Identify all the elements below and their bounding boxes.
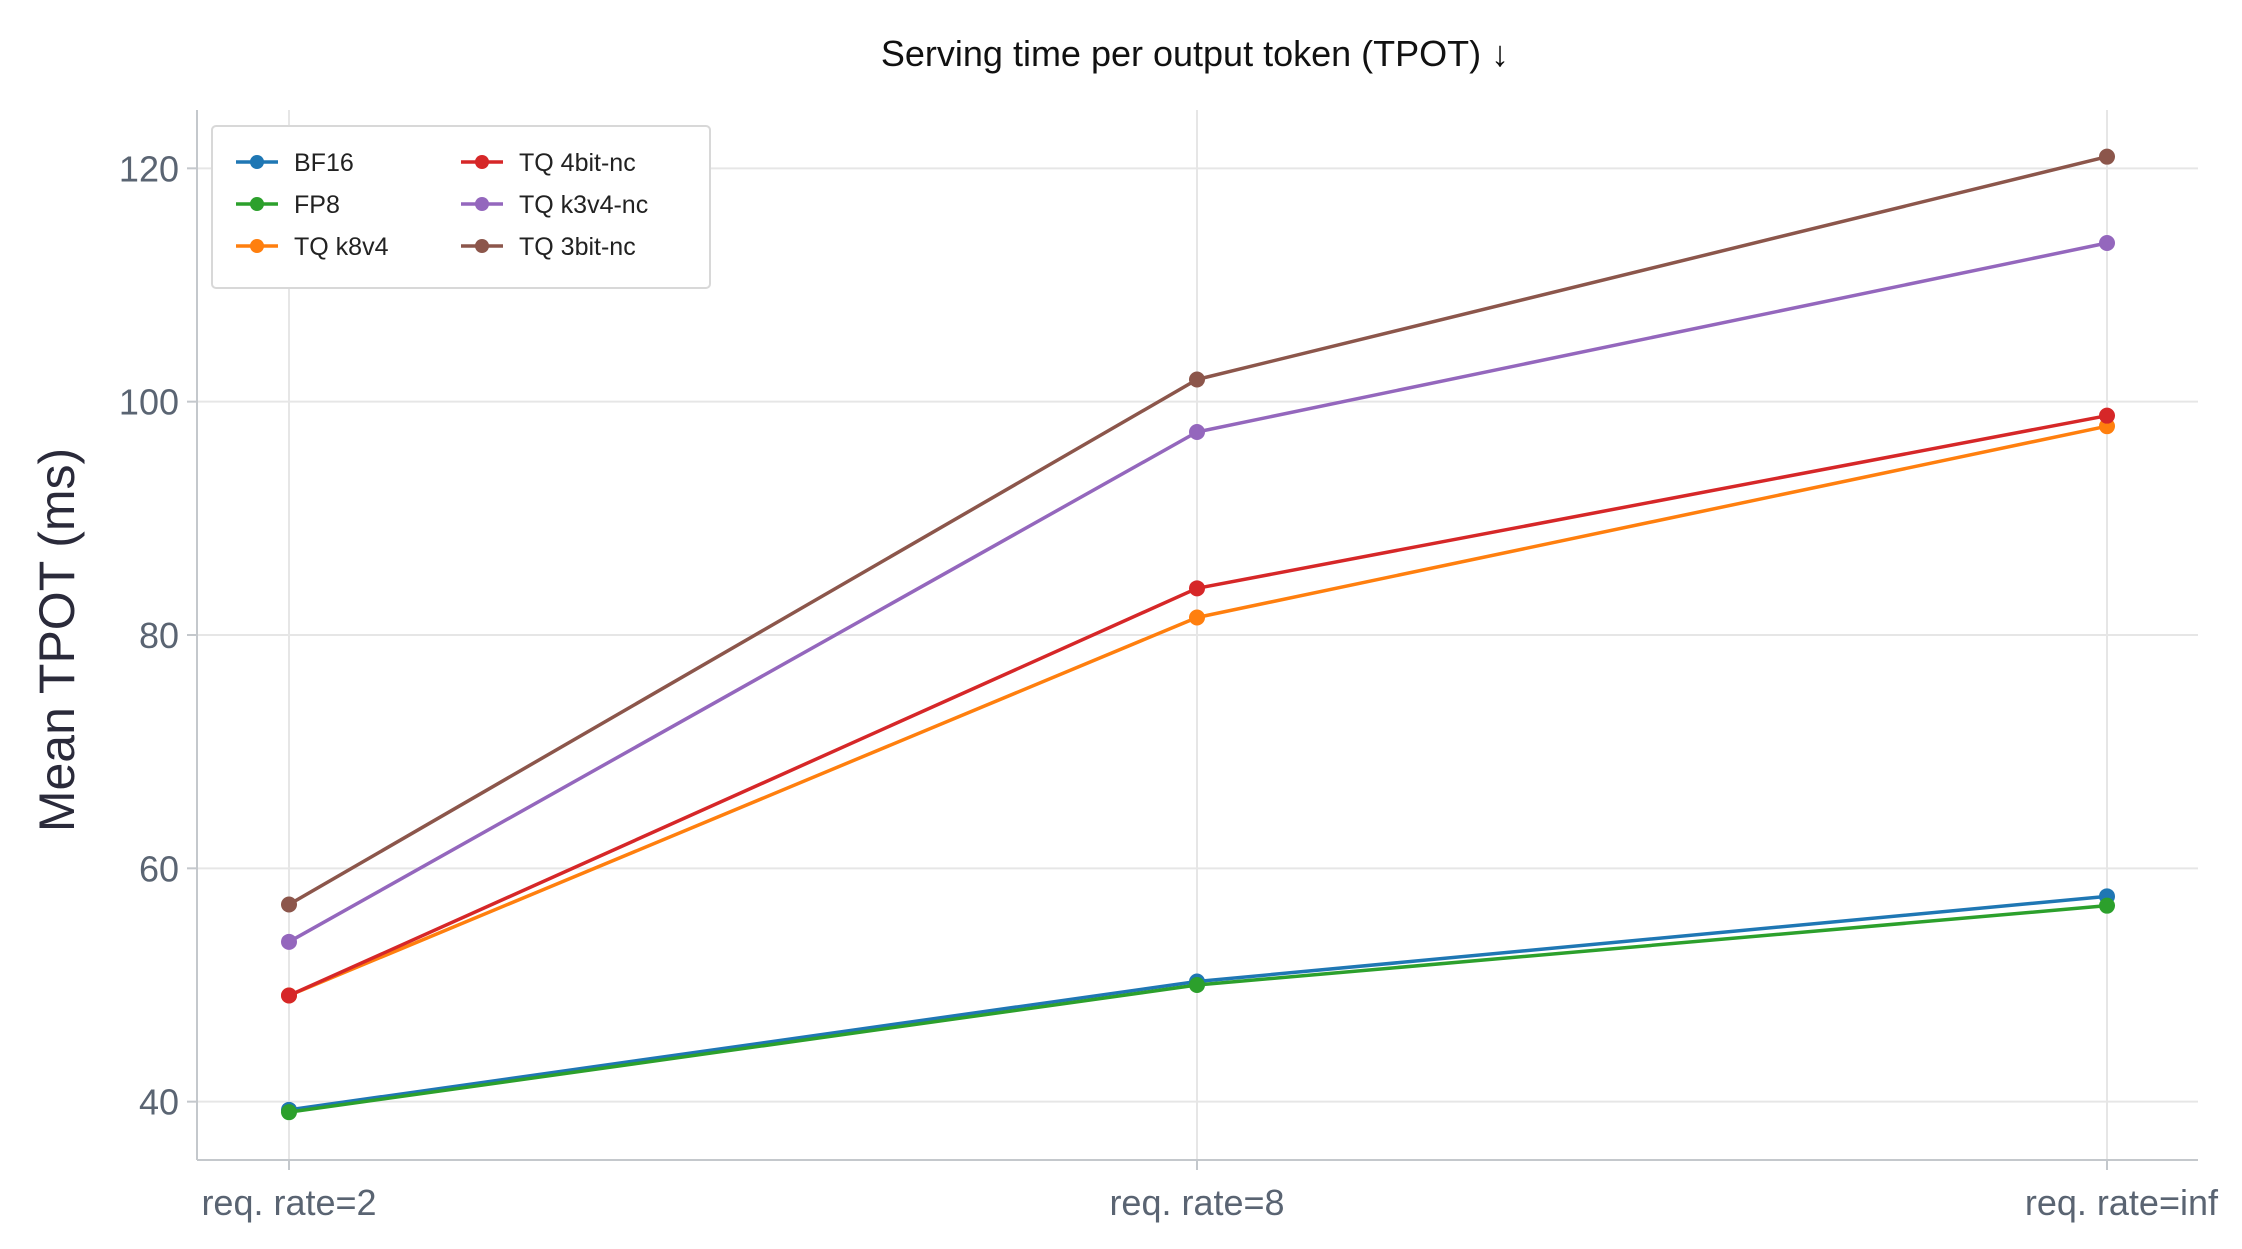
x-tick-label: req. rate=2 bbox=[201, 1182, 376, 1223]
legend: BF16 FP8 TQ k8v4 TQ 4bit-nc TQ k3v4-nc TQ 3bi… bbox=[211, 125, 711, 289]
series-lines bbox=[281, 148, 2115, 1121]
legend-marker bbox=[475, 197, 489, 211]
legend-label: TQ 4bit-nc bbox=[519, 149, 636, 177]
data-point-tq-3bit-nc bbox=[2099, 148, 2115, 165]
data-point-fp8 bbox=[281, 1104, 297, 1121]
legend-label: BF16 bbox=[294, 149, 354, 177]
series-tq-3bit-nc bbox=[281, 148, 2115, 913]
axes bbox=[187, 110, 2198, 1170]
data-point-fp8 bbox=[1189, 977, 1205, 993]
data-point-fp8 bbox=[2099, 897, 2115, 914]
y-tick-label: 60 bbox=[139, 848, 179, 889]
y-tick-label: 40 bbox=[139, 1082, 179, 1123]
data-point-tq-k3v4-nc bbox=[281, 933, 297, 950]
data-point-tq-4bit-nc bbox=[1189, 580, 1205, 597]
legend-marker bbox=[475, 155, 489, 169]
legend-item-fp8: FP8 bbox=[236, 191, 340, 219]
legend-item-tq-k3v4-nc: TQ k3v4-nc bbox=[461, 191, 648, 219]
data-point-tq-3bit-nc bbox=[281, 896, 297, 913]
y-tick-label: 80 bbox=[139, 615, 179, 656]
x-tick-label: req. rate=inf bbox=[2025, 1182, 2219, 1223]
data-point-tq-4bit-nc bbox=[2099, 407, 2115, 424]
data-point-tq-k3v4-nc bbox=[1189, 424, 1205, 440]
data-point-tq-4bit-nc bbox=[281, 987, 297, 1004]
y-axis-label: Mean TPOT (ms) bbox=[29, 448, 85, 832]
y-tick-label: 100 bbox=[119, 382, 179, 423]
legend-marker bbox=[250, 155, 264, 169]
legend-label: TQ 3bit-nc bbox=[519, 233, 636, 261]
legend-label: TQ k8v4 bbox=[294, 233, 389, 261]
legend-item-tq-4bit-nc: TQ 4bit-nc bbox=[461, 149, 636, 177]
legend-item-tq-k8v4: TQ k8v4 bbox=[236, 233, 389, 261]
legend-marker bbox=[475, 239, 489, 253]
legend-label: TQ k3v4-nc bbox=[519, 191, 648, 219]
x-tick-label: req. rate=8 bbox=[1109, 1182, 1284, 1223]
tick-labels: 40 60 80 100 120 req. rate=2 req. rate=8 req. r… bbox=[119, 148, 2219, 1223]
legend-item-bf16: BF16 bbox=[236, 149, 354, 177]
series-fp8 bbox=[281, 897, 2115, 1121]
legend-box bbox=[211, 125, 711, 289]
legend-label: FP8 bbox=[294, 191, 340, 219]
y-tick-label: 120 bbox=[119, 148, 179, 189]
chart-title: Serving time per output token (TPOT) ↓ bbox=[881, 33, 1509, 74]
legend-item-tq-3bit-nc: TQ 3bit-nc bbox=[461, 233, 636, 261]
legend-marker bbox=[250, 197, 264, 211]
series-tq-k3v4-nc bbox=[281, 235, 2115, 950]
data-point-tq-3bit-nc bbox=[1189, 371, 1205, 388]
data-point-tq-k3v4-nc bbox=[2099, 235, 2115, 251]
legend-marker bbox=[250, 239, 264, 253]
series-tq-4bit-nc bbox=[281, 407, 2115, 1004]
data-point-tq-k8v4 bbox=[1189, 609, 1205, 626]
